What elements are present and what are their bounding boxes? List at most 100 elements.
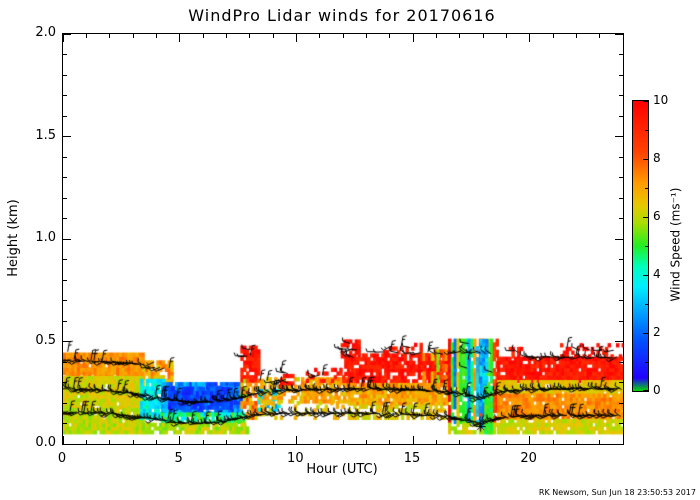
axis-tick [365,34,367,38]
axis-tick [62,34,64,42]
axis-tick [63,218,67,219]
axis-tick [505,34,507,38]
axis-tick [619,74,623,76]
axis-tick [389,34,391,38]
credit-text: RK Newsom, Sun Jun 18 23:50:53 2017 [538,488,696,497]
axis-tick [63,74,67,76]
axis-tick [63,443,71,445]
axis-tick [619,279,623,281]
axis-tick [643,216,648,218]
axis-tick [365,440,367,444]
axis-tick [619,259,623,260]
heatmap-canvas [63,34,623,444]
axis-tick [202,440,204,444]
y-tick-label: 1.0 [35,230,56,245]
x-tick-label: 20 [520,451,537,466]
axis-tick [63,156,67,158]
axis-tick [482,34,484,38]
axis-tick [619,300,623,301]
axis-tick [643,158,648,160]
axis-tick [202,34,204,38]
axis-tick [63,177,67,178]
y-tick-label: 2.0 [35,25,56,40]
axis-tick [459,34,461,38]
axis-tick [619,177,623,178]
axis-tick [599,34,601,38]
axis-tick [63,115,67,117]
colorbar-tick-label: 2 [653,325,661,339]
x-tick-label: 0 [57,451,67,466]
axis-tick [63,259,67,260]
axis-tick [63,423,67,424]
axis-tick [63,382,67,383]
axis-tick [295,436,297,444]
axis-tick [529,34,531,42]
axis-tick [615,136,623,137]
axis-tick [179,436,181,444]
axis-tick [619,320,623,322]
axis-tick [272,440,274,444]
axis-tick [599,440,601,444]
axis-tick [645,303,648,305]
axis-tick [619,54,623,55]
axis-tick [619,197,623,199]
axis-tick [63,54,67,55]
axis-tick [619,382,623,383]
axis-tick [342,34,344,38]
colorbar-tick-label: 6 [653,209,661,223]
axis-tick [272,34,274,38]
colorbar-label: Wind Speed (ms⁻¹) [668,187,683,302]
axis-tick [619,423,623,424]
colorbar-tick-label: 8 [653,151,661,165]
axis-tick [109,34,111,38]
axis-tick [619,156,623,158]
x-tick-label: 5 [174,451,183,466]
axis-tick [552,34,554,38]
axis-tick [132,440,134,444]
axis-tick [622,440,624,444]
axis-tick [645,187,648,189]
axis-tick [645,245,648,247]
colorbar-tick-label: 4 [653,267,661,281]
x-tick-label: 10 [287,451,304,466]
axis-tick [412,34,414,42]
axis-tick [619,361,623,363]
plot-area [62,33,624,445]
x-tick-label: 15 [403,451,421,466]
axis-tick [619,402,623,404]
axis-tick [505,440,507,444]
axis-tick [412,436,414,444]
axis-tick [645,361,648,363]
colorbar [632,100,649,392]
axis-tick [643,332,648,334]
axis-tick [319,34,321,38]
axis-tick [615,238,623,240]
axis-tick [63,238,71,240]
axis-tick [85,440,87,444]
y-axis-label: Height (km) [6,199,21,277]
axis-tick [63,300,67,301]
axis-tick [85,34,87,38]
axis-tick [615,33,623,35]
axis-tick [62,436,64,444]
colorbar-tick-label: 0 [653,383,661,397]
axis-tick [619,115,623,117]
y-tick-label: 0.5 [35,332,56,348]
axis-tick [619,218,623,219]
axis-tick [155,440,157,444]
axis-tick [575,34,577,38]
colorbar-tick-label: 10 [653,93,669,107]
axis-tick [63,33,71,35]
axis-tick [645,129,648,131]
axis-tick [619,95,623,96]
axis-tick [63,197,67,199]
x-axis-label: Hour (UTC) [306,462,378,477]
axis-tick [63,361,67,363]
axis-tick [295,34,297,42]
axis-tick [575,440,577,444]
axis-tick [643,274,648,276]
axis-tick [342,440,344,444]
axis-tick [179,34,181,42]
axis-tick [63,320,67,322]
y-tick-label: 0.0 [35,435,56,450]
